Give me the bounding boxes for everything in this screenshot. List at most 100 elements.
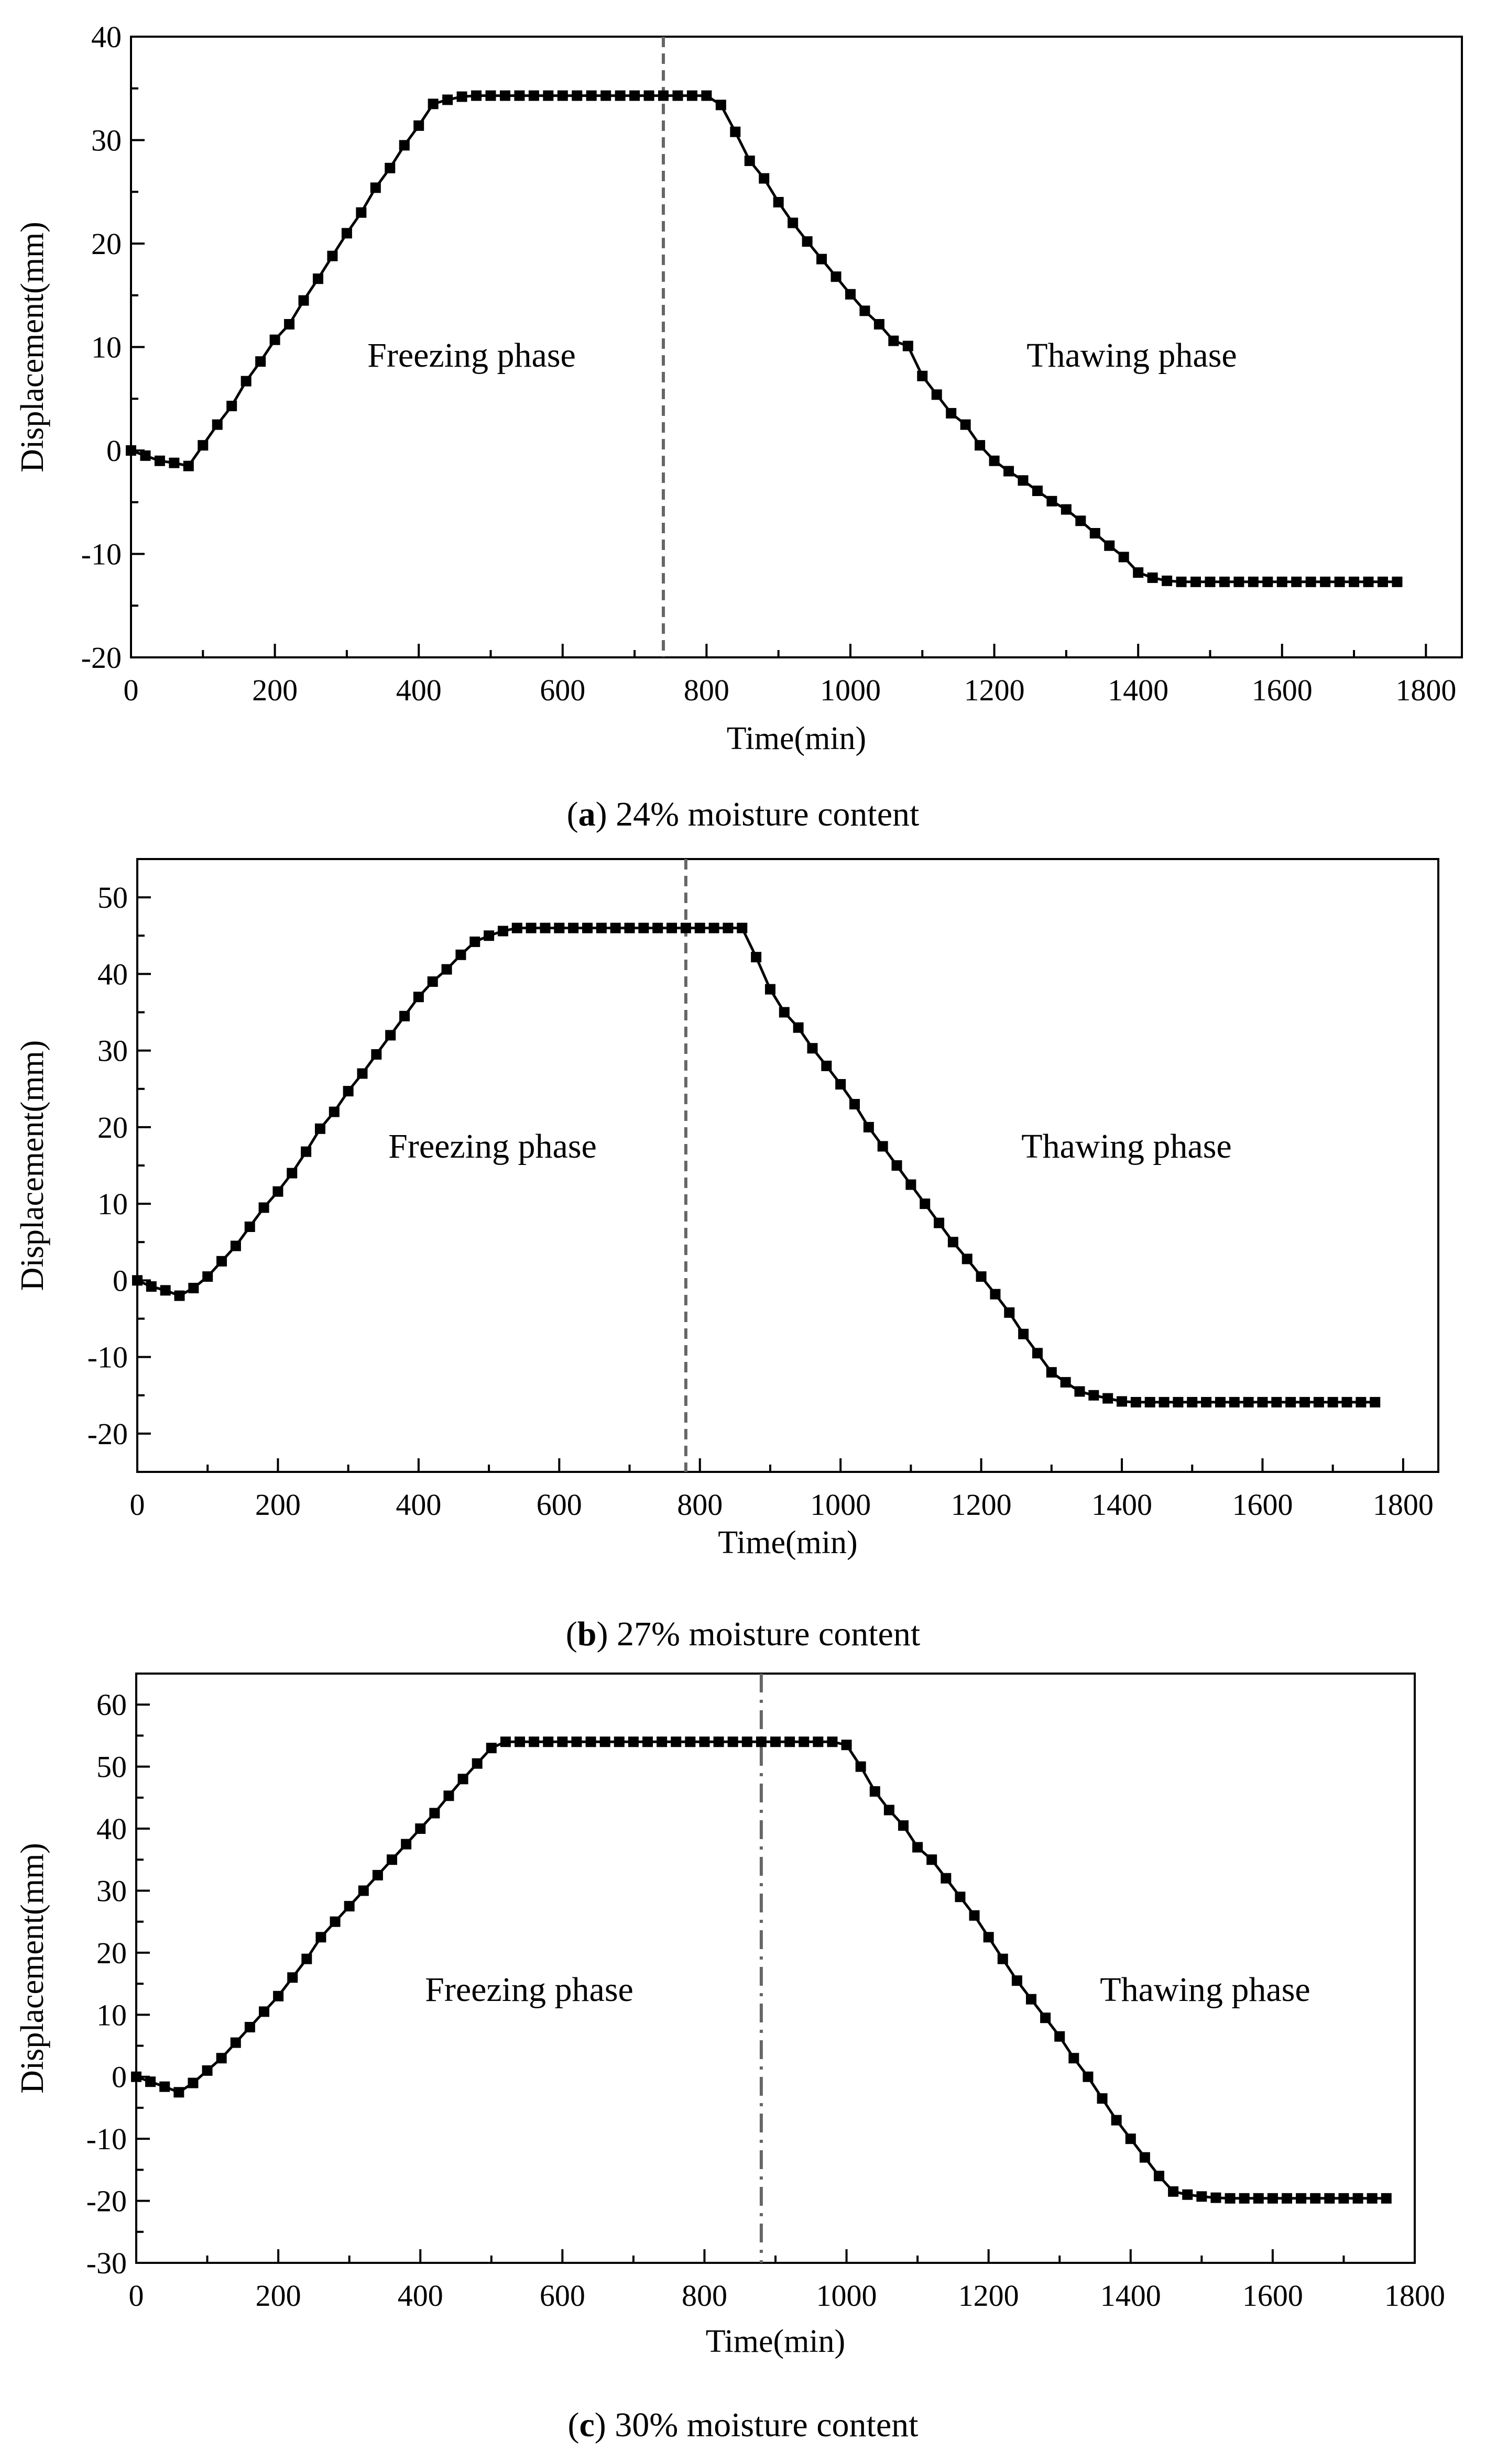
chart-c-caption: (c) 30% moisture content [567,2406,919,2444]
chart-c-data-point [799,1736,810,1747]
chart-a-x-tick-label: 1600 [1252,673,1313,707]
chart-a-y-tick-label: -20 [81,641,122,675]
chart-a-y-tick-label: 0 [106,434,122,468]
chart-b-data-point [427,976,438,987]
chart-c-data-point [657,1736,668,1747]
chart-b-data-point [807,1043,818,1054]
chart-c-data-point [1338,2193,1349,2204]
chart-c-y-tick-label: 30 [96,1874,127,1908]
chart-a-data-point [528,90,539,101]
chart-a-data-point [1233,576,1244,587]
chart-b-data-point [371,1049,382,1060]
chart-a-data-point [572,90,583,101]
chart-b-plot: 0 200 400 600 800 1000 1200 1400 1600 1800 -20 -10 0… [15,858,1439,1560]
chart-a-data-point [1046,496,1057,507]
chart-b-data-point [568,922,579,933]
chart-c-data-point [642,1736,653,1747]
chart-b-data-point [526,922,537,933]
chart-b-x-tick-label: 1400 [1091,1488,1152,1522]
chart-b-data-point [1130,1396,1141,1407]
chart-a-data-point [241,376,252,387]
chart-a-freezing-phase-label: Freezing phase [367,336,576,375]
chart-c-freezing-phase-label: Freezing phase [425,1971,633,2009]
chart-a-data-point [327,250,338,261]
chart-b-data-point [160,1285,171,1296]
chart-c-thawing-phase-label: Thawing phase [1100,1971,1310,2009]
chart-c-data-point [1239,2193,1250,2204]
chart-a-data-point [1162,575,1173,586]
chart-a-data-point [629,90,640,101]
chart-b-data-point [1144,1396,1155,1407]
chart-c-data-point [671,1736,682,1747]
chart-a-data-point [1061,504,1072,515]
chart-b-data-point [258,1202,269,1213]
chart-b-data-point [484,930,495,941]
chart-b-x-tick-label: 1800 [1373,1488,1434,1522]
chart-b-data-point [1102,1393,1113,1404]
chart-c-x-tick-label: 0 [129,2279,144,2313]
chart-b-data-point [582,922,593,933]
chart-a-data-point [1377,576,1388,587]
chart-c-y-tick-label: -10 [86,2122,127,2156]
chart-b-y-tick-label: 30 [97,1034,128,1068]
chart-c-data-point [273,1990,284,2001]
chart-c-x-tick-label: 1400 [1100,2279,1161,2313]
chart-b-data-point [976,1271,987,1282]
chart-a-data-point [485,90,496,101]
chart-c-y-tick-label: 0 [112,2060,127,2094]
chart-a-data-point [1334,576,1345,587]
chart-c-data-point [699,1736,710,1747]
chart-c-data-point [1352,2193,1363,2204]
chart-a-data-point [1018,475,1029,486]
chart-c-x-tick-label: 600 [540,2279,585,2313]
chart-c-data-point [344,1901,355,1912]
chart-b-data-point [497,926,508,937]
chart-a-data-point [773,197,784,207]
chart-c-data-point [1196,2191,1207,2202]
chart-b-data-point [413,992,424,1003]
chart-a-caption-text: 24% moisture content [616,795,920,833]
chart-b-data-point [779,1007,790,1018]
chart-c-data-point [500,1736,511,1747]
chart-c-data-point [557,1736,568,1747]
chart-c-data-point [457,1774,468,1785]
chart-a-data-point [816,254,827,265]
chart-b-y-tick-label: -20 [88,1417,128,1451]
chart-c-data-point [301,1953,312,1964]
chart-c-data-point [955,1891,966,1902]
chart-b-data-point [272,1186,283,1197]
chart-b-data-point [1159,1396,1170,1407]
chart-a-data-point [255,356,266,367]
chart-c-x-tick-label: 800 [682,2279,727,2313]
chart-a-data-point [600,90,611,101]
chart-c-data-point [216,2053,227,2064]
chart-a-data-point [1248,576,1259,587]
chart-a-data-point [1176,576,1187,587]
chart-panel-b: 0 200 400 600 800 1000 1200 1400 1600 1800 -20 -10 0… [0,849,1486,1666]
chart-c-data-point [1054,2031,1065,2042]
chart-c-data-point [855,1761,866,1772]
chart-b-data-point [202,1271,213,1282]
chart-b-data-point [132,1275,143,1286]
chart-c-y-tick-label: -30 [86,2246,127,2280]
chart-c-data-point [1068,2053,1079,2064]
chart-a-data-point [845,289,856,300]
chart-b-data-point [146,1281,157,1292]
chart-b-data-point [455,949,466,960]
chart-b-data-point [301,1146,312,1157]
chart-c-data-point [941,1873,952,1884]
chart-b-data-point [469,936,480,947]
chart-b-data-point [708,922,719,933]
chart-a-data-point [802,236,813,247]
chart-a-data-point [831,271,842,282]
chart-b-data-point [511,922,522,933]
chart-b-data-point [905,1179,916,1190]
chart-c-data-point [756,1736,767,1747]
chart-c-data-point [543,1736,554,1747]
chart-b-x-tick-label: 200 [255,1488,301,1522]
chart-b-data-point [596,922,607,933]
chart-b-data-point [1341,1396,1352,1407]
chart-c-data-point [443,1790,454,1801]
chart-a-data-point [269,334,280,345]
chart-a-data-point [1291,576,1302,587]
